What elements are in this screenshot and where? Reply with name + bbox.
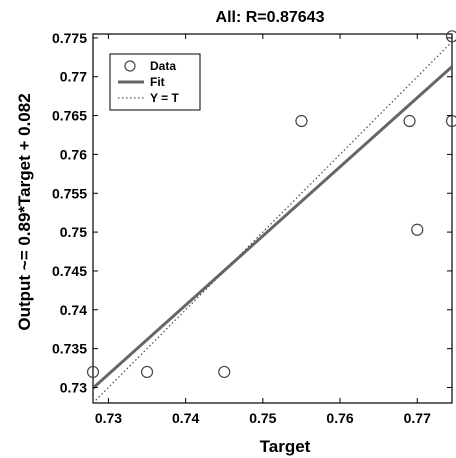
data-point <box>411 223 424 236</box>
y-tick-label: 0.77 <box>60 69 87 85</box>
y-tick-label: 0.775 <box>52 30 87 46</box>
fit-line <box>93 65 452 390</box>
legend-label: Data <box>150 59 176 73</box>
y-axis-label: Output ~= 0.89*Target + 0.082 <box>15 93 34 330</box>
data-points <box>86 30 456 379</box>
legend-label: Fit <box>150 75 165 89</box>
data-point <box>86 365 100 379</box>
plot-area <box>86 30 456 404</box>
data-point <box>218 365 231 379</box>
data-point <box>140 365 154 379</box>
y-tick-label: 0.74 <box>60 302 87 318</box>
y-tick-label: 0.745 <box>52 263 87 279</box>
y-axis-ticks: 0.73 0.735 0.74 0.745 0.75 0.755 0.76 0.765 0.77… <box>52 30 452 395</box>
data-point <box>403 114 416 128</box>
y-tick-label: 0.76 <box>60 146 87 162</box>
x-tick-label: 0.74 <box>172 410 199 426</box>
x-tick-label: 0.75 <box>249 410 276 426</box>
identity-line <box>93 41 452 403</box>
x-axis-ticks: 0.73 0.74 0.75 0.76 0.77 <box>95 34 431 426</box>
x-tick-label: 0.76 <box>326 410 353 426</box>
x-tick-label: 0.73 <box>95 410 122 426</box>
chart-title: All: R=0.87643 <box>216 9 325 26</box>
data-point <box>445 114 456 128</box>
data-point <box>295 114 308 128</box>
data-point <box>445 30 456 43</box>
y-tick-label: 0.735 <box>52 341 87 357</box>
legend-marker-data <box>124 60 136 72</box>
series-lines <box>93 41 452 403</box>
legend-label: Y = T <box>150 91 179 105</box>
y-tick-label: 0.765 <box>52 108 87 124</box>
x-tick-label: 0.77 <box>404 410 431 426</box>
legend: Data Fit Y = T <box>109 53 201 111</box>
axes-box <box>92 33 453 404</box>
y-tick-label: 0.75 <box>60 224 87 240</box>
y-tick-label: 0.73 <box>60 379 87 395</box>
x-axis-label: Target <box>260 437 311 456</box>
y-tick-label: 0.755 <box>52 185 87 201</box>
